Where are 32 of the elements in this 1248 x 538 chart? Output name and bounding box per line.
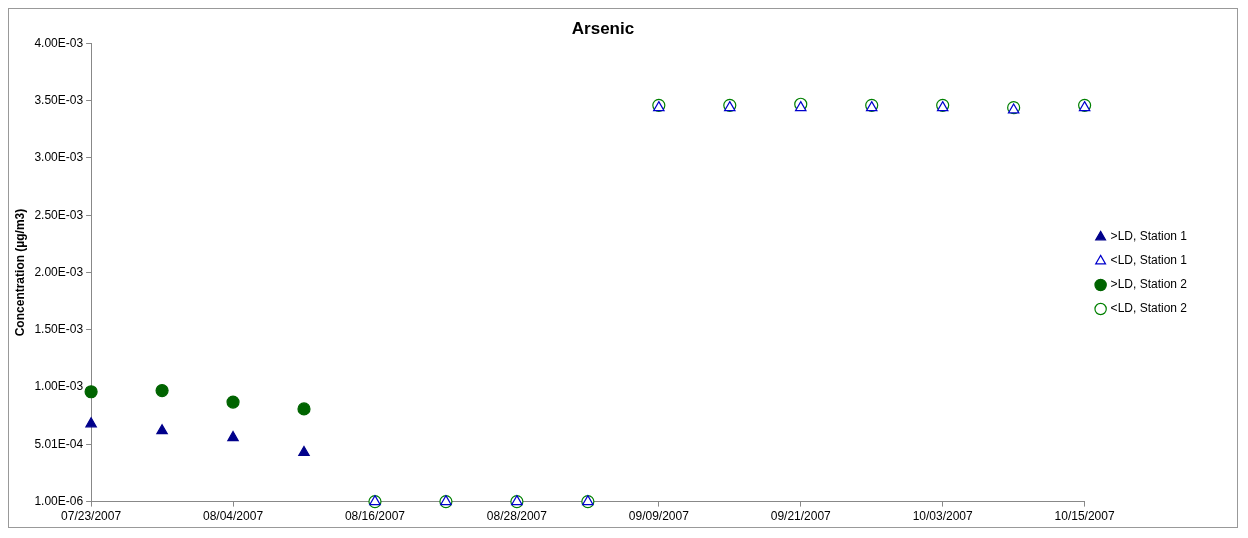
y-tick-label: 3.50E-03 [34, 92, 84, 107]
point [84, 385, 98, 399]
y-tick-label: 2.00E-03 [34, 264, 84, 279]
legend-label: >LD, Station 2 [1110, 277, 1188, 292]
y-tick-label: 1.00E-03 [34, 379, 84, 394]
y-tick-label: 5.01E-04 [34, 436, 84, 451]
y-tick-label: 1.50E-03 [34, 322, 84, 337]
legend-label: <LD, Station 1 [1110, 253, 1188, 268]
point [156, 424, 168, 435]
x-tick-label: 10/15/2007 [1054, 509, 1115, 524]
x-tick-label: 08/28/2007 [486, 509, 548, 524]
x-tick-label: 08/16/2007 [344, 509, 406, 524]
x-tick-label: 09/21/2007 [770, 509, 832, 524]
point [298, 445, 310, 457]
point [155, 384, 169, 398]
chart-title: Arsenic [571, 18, 635, 38]
legend-label: <LD, Station 2 [1110, 301, 1188, 316]
point [226, 395, 240, 409]
x-tick-label: 08/04/2007 [203, 509, 264, 524]
x-tick-label: 10/03/2007 [912, 509, 974, 524]
y-tick-label: 1.00E-06 [34, 493, 84, 508]
point [297, 402, 311, 416]
y-tick-label: 4.00E-03 [34, 35, 84, 50]
y-axis-title: Concentration (µg/m3) [12, 208, 27, 337]
legend-label: >LD, Station 1 [1110, 229, 1188, 244]
y-tick-label: 2.50E-03 [34, 207, 84, 222]
point [85, 417, 97, 428]
x-tick-label: 09/09/2007 [628, 509, 690, 524]
point [794, 101, 807, 112]
x-tick-label: 07/23/2007 [61, 509, 122, 524]
y-tick-label: 3.00E-03 [34, 150, 84, 165]
point [227, 430, 239, 442]
